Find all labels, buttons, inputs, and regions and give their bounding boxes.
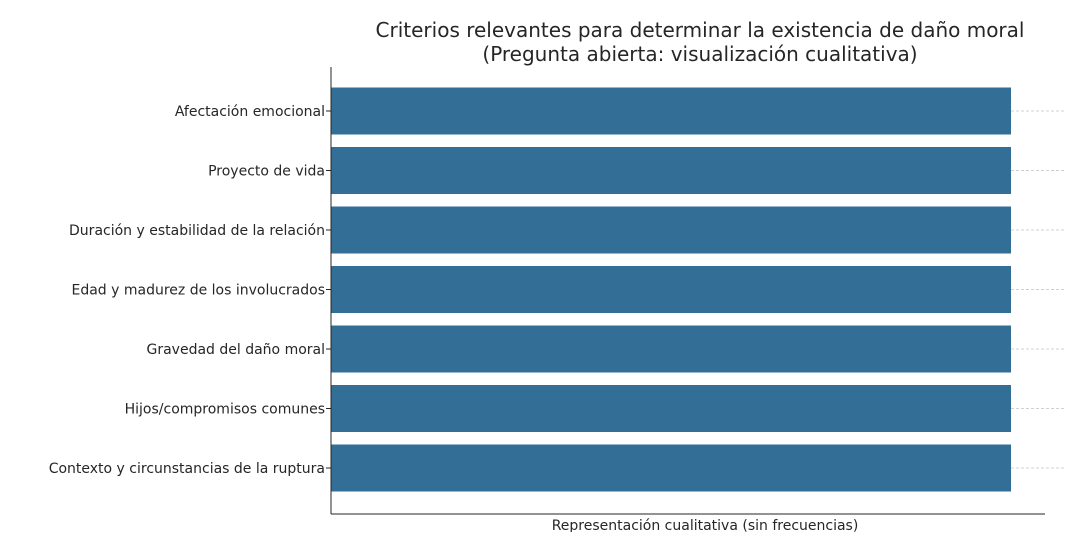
bar	[331, 385, 1011, 432]
y-tick-label: Hijos/compromisos comunes	[125, 402, 325, 418]
bar	[331, 444, 1011, 492]
x-axis-label: Representación cualitativa (sin frecuenc…	[552, 518, 859, 532]
bar	[331, 325, 1011, 373]
y-tick-label: Duración y estabilidad de la relación	[69, 223, 325, 239]
bar	[331, 266, 1011, 313]
y-tick-label: Afectación emocional	[175, 104, 325, 120]
chart-title: Criterios relevantes para determinar la …	[376, 18, 1025, 42]
axis-layer	[326, 67, 1045, 515]
bar	[331, 147, 1011, 194]
bar	[331, 206, 1011, 254]
bar-layer	[331, 87, 1011, 492]
y-tick-label: Proyecto de vida	[208, 164, 325, 180]
y-tick-label: Edad y madurez de los involucrados	[71, 283, 325, 299]
label-layer: Afectación emocional Proyecto de vida Dura…	[49, 104, 325, 477]
bar	[331, 87, 1011, 135]
chart-subtitle: (Pregunta abierta: visualización cualita…	[482, 42, 917, 66]
y-tick-label: Gravedad del daño moral	[146, 342, 325, 358]
y-tick-label: Contexto y circunstancias de la ruptura	[49, 461, 325, 477]
